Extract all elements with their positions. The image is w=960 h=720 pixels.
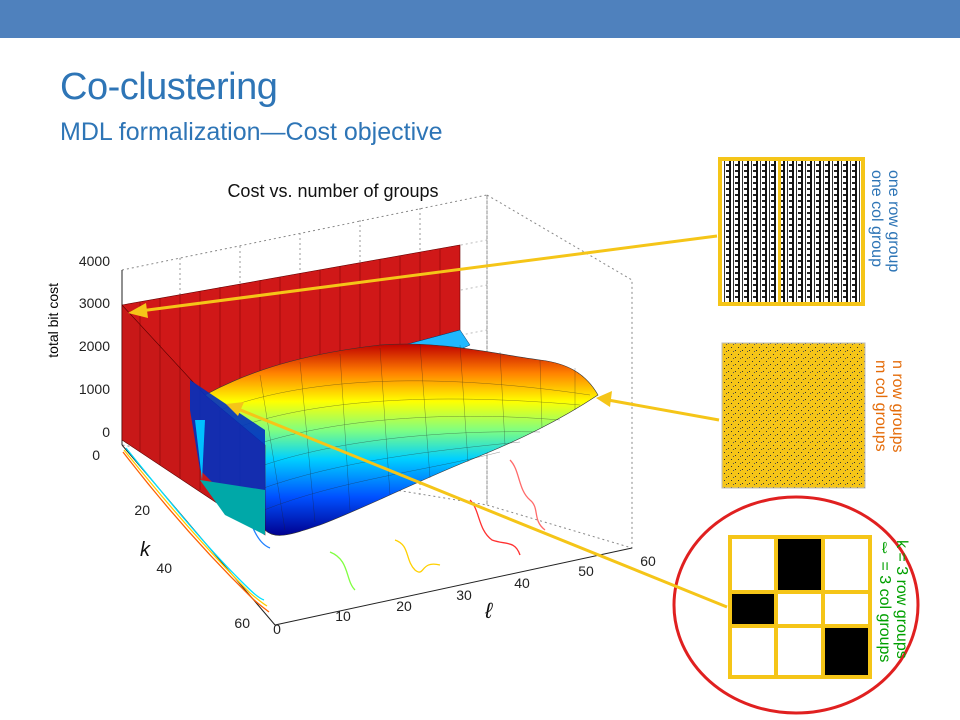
z-tick: 0 — [102, 424, 110, 440]
k-axis-label: k — [140, 539, 151, 561]
z-axis-ticks: 4000 3000 2000 1000 0 — [79, 253, 110, 440]
z-tick: 4000 — [79, 253, 110, 269]
top-accent-bar — [0, 0, 960, 38]
l-axis-ticks: 0 10 20 30 40 50 60 — [273, 553, 656, 637]
l-axis-label: ℓ — [484, 598, 493, 623]
chart-title: Cost vs. number of groups — [227, 181, 438, 201]
caption-line1: k = 3 row groups — [893, 540, 910, 659]
n-groups-matrix — [721, 342, 866, 489]
z-tick: 1000 — [79, 381, 110, 397]
k-tick: 40 — [156, 560, 172, 576]
k3-caption: k = 3 row groups ℓ = 3 col groups — [876, 540, 910, 662]
l-tick: 20 — [396, 598, 412, 614]
slide-title: Co-clustering — [60, 66, 278, 108]
k-tick: 20 — [134, 502, 150, 518]
k-axis-ticks: 0 20 40 60 — [92, 447, 250, 631]
z-axis-label: total bit cost — [45, 283, 61, 358]
caption-line2: m col groups — [872, 360, 889, 452]
z-tick: 2000 — [79, 338, 110, 354]
l-tick: 50 — [578, 563, 594, 579]
z-tick: 3000 — [79, 295, 110, 311]
one-group-matrix — [718, 157, 865, 306]
floor-contours — [122, 441, 546, 613]
caption-line1: n row groups — [889, 360, 906, 453]
caption-line2: one col group — [868, 170, 885, 267]
l-tick: 30 — [456, 587, 472, 603]
caption-line1: one row group — [885, 170, 902, 273]
cost-surface — [121, 244, 599, 536]
l-tick: 60 — [640, 553, 656, 569]
k-tick: 0 — [92, 447, 100, 463]
n-groups-caption: n row groups m col groups — [872, 360, 906, 453]
one-group-caption: one row group one col group — [868, 170, 902, 272]
k-tick: 60 — [234, 615, 250, 631]
l-tick: 0 — [273, 621, 281, 637]
slide-subtitle: MDL formalization—Cost objective — [60, 118, 443, 146]
annotation-arrows — [128, 234, 728, 609]
l-tick: 40 — [514, 575, 530, 591]
caption-line2: ℓ = 3 col groups — [876, 540, 893, 663]
k3-group-matrix — [672, 495, 920, 715]
l-tick: 10 — [335, 608, 351, 624]
